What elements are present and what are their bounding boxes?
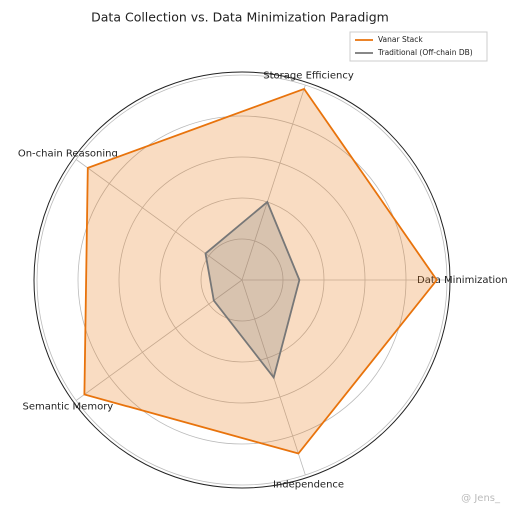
outer-frame [33,71,451,489]
legend-label: Vanar Stack [378,35,423,44]
series-area [83,87,438,455]
spoke [241,84,306,281]
spoke [75,159,243,281]
plot-area: Data Minimization Storage Efficiency On-ch… [18,70,508,490]
watermark: @ Jens_ [461,493,501,504]
legend-label: Traditional (Off-chain DB) [377,48,473,57]
axis-label: Data Minimization [417,275,508,286]
axis-label: Semantic Memory [22,402,113,413]
axis-label: Independence [273,480,344,491]
legend-box [349,31,488,62]
series-area [204,200,301,380]
axis-label: On-chain Reasoning [18,148,118,159]
axis-label: Storage Efficiency [263,70,354,81]
chart-title: Data Collection vs. Data Minimization Pa… [91,10,389,25]
